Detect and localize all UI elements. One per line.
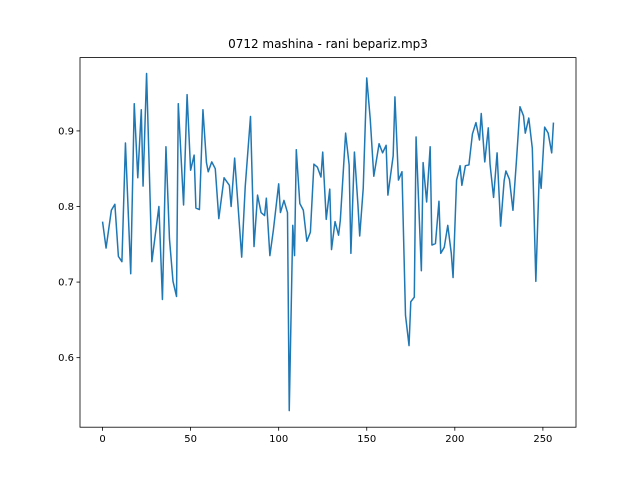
x-tick-label: 0 — [99, 434, 105, 445]
chart-title: 0712 mashina - rani bepariz.mp3 — [228, 37, 428, 51]
y-tick-label: 0.7 — [58, 278, 74, 289]
y-tick-label: 0.9 — [58, 126, 74, 137]
line — [101, 72, 555, 412]
axes-frame — [79, 57, 577, 428]
x-tick-label: 200 — [445, 434, 464, 445]
x-tick-label: 250 — [533, 434, 552, 445]
y-tick-label: 0.6 — [58, 353, 74, 364]
x-tick-label: 100 — [269, 434, 288, 445]
x-tick-label: 50 — [184, 434, 197, 445]
x-tick-label: 150 — [357, 434, 376, 445]
y-tick-label: 0.8 — [58, 202, 74, 213]
